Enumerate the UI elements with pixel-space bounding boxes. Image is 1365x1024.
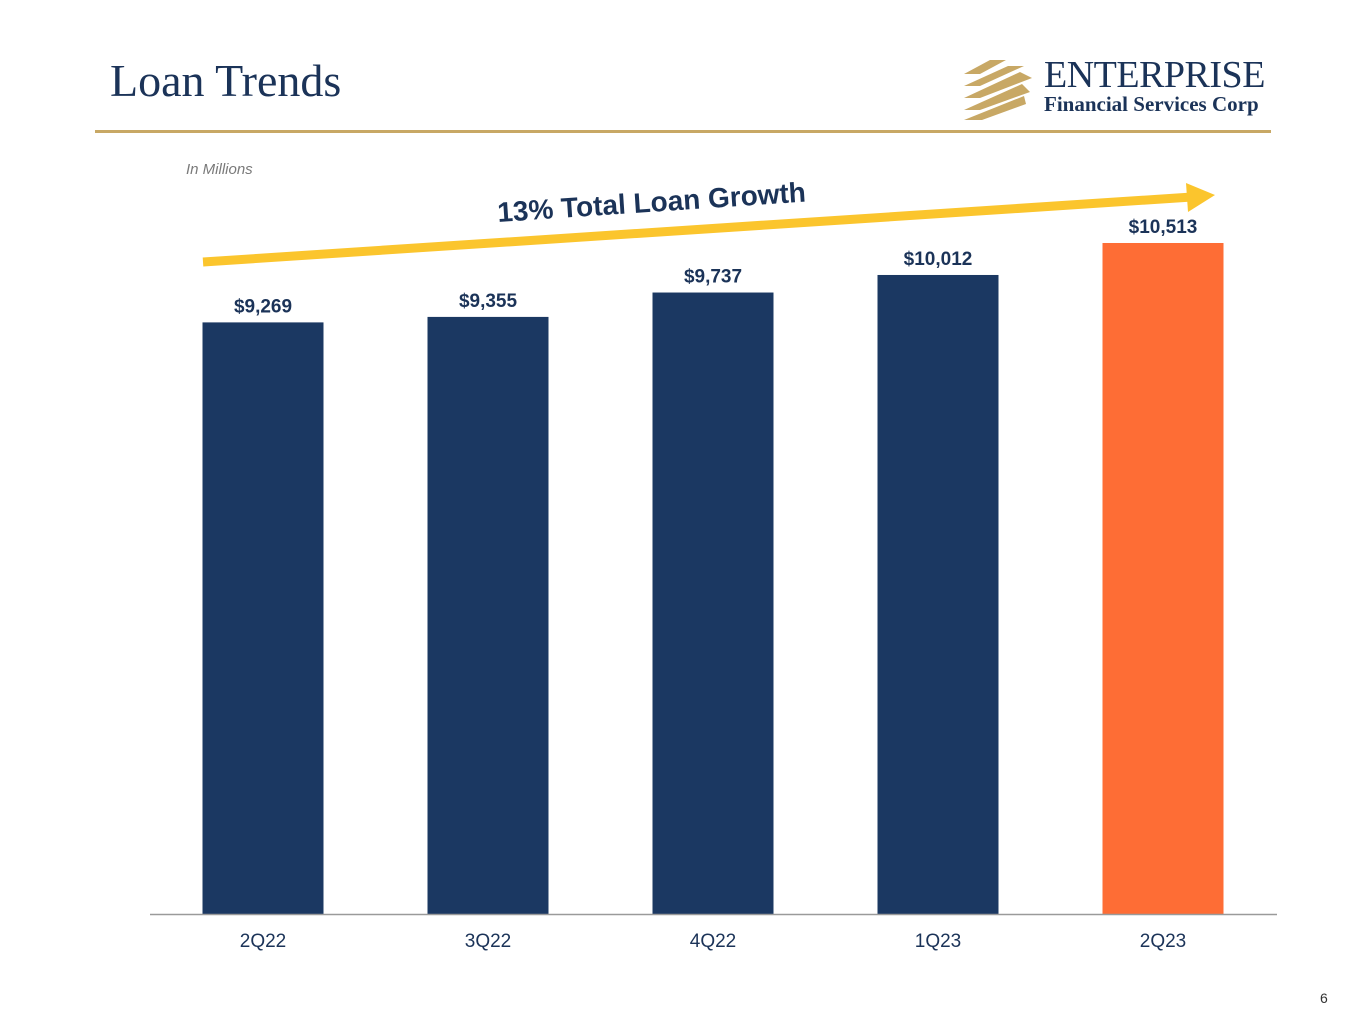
page-title: Loan Trends [110,55,342,106]
x-tick-label-2Q23: 2Q23 [1140,931,1186,952]
labels: $9,269 2Q22 $9,355 3Q22 $9,737 4Q22 $10,012 1Q2… [234,217,1197,952]
bar-4Q22 [652,292,774,914]
data-label-2Q23: $10,513 [1129,217,1198,238]
data-label-1Q23: $10,012 [904,249,973,270]
data-label-3Q22: $9,355 [459,291,518,312]
growth-annotation-text: 13% Total Loan Growth [496,177,806,228]
bar-1Q23 [877,274,999,914]
logo-name: ENTERPRISE [1044,54,1265,96]
bars [202,242,1224,915]
x-tick-label-4Q22: 4Q22 [690,931,736,952]
bar-2Q22 [202,322,324,914]
logo-mark-icon [964,60,1032,120]
logo-subtitle: Financial Services Corp [1044,92,1259,116]
company-logo: ENTERPRISE Financial Services Corp [962,56,1274,124]
bar-2Q23 [1102,242,1224,915]
x-tick-label-3Q22: 3Q22 [465,931,511,952]
growth-arrow-head-icon [1186,183,1215,212]
bar-3Q22 [427,316,549,914]
page-number: 6 [1320,990,1328,1006]
data-label-4Q22: $9,737 [684,267,742,288]
x-tick-label-1Q23: 1Q23 [915,931,961,952]
growth-annotation: 13% Total Loan Growth [202,177,1215,267]
data-label-2Q22: $9,269 [234,296,292,317]
title-divider [95,130,1271,133]
x-tick-label-2Q22: 2Q22 [240,931,286,952]
growth-arrow-shaft [202,192,1193,267]
unit-note: In Millions [186,161,253,178]
